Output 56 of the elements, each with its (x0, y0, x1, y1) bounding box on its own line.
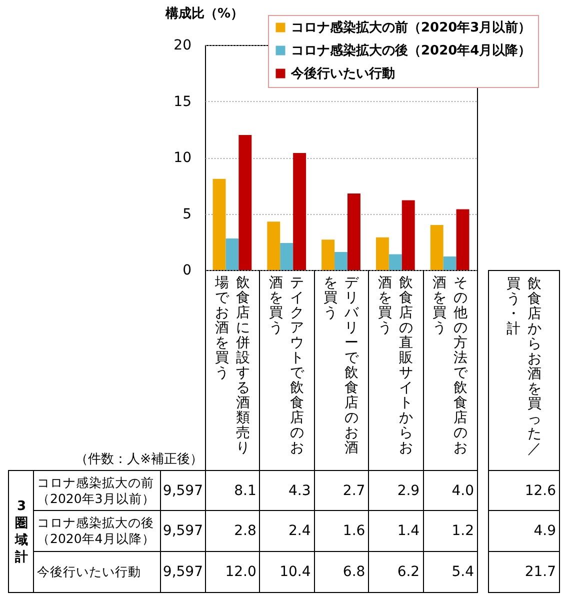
text: 9,597 (160, 470, 206, 511)
data-label: 2.7 (314, 470, 370, 511)
bar (334, 252, 348, 270)
data-label: 10.4 (259, 552, 315, 593)
bar (376, 237, 389, 270)
text: 飲食店からお酒を買った／買う・計 (506, 276, 542, 457)
text: コロナ感染拡大の前（2020年3月以前） (37, 474, 155, 506)
text: 21.7 (488, 552, 560, 593)
text: 12.6 (488, 470, 560, 511)
data-label: 5.4 (422, 552, 478, 593)
bar (238, 135, 252, 270)
legend-label: 今後行いたい行動 (290, 66, 395, 82)
category-label: テイクアウトで飲食店のお酒を買う (269, 275, 304, 456)
data-label: 1.2 (422, 511, 478, 552)
data-label: 1.4 (368, 511, 424, 552)
bar (456, 209, 470, 270)
data-label: 2.9 (368, 470, 424, 511)
category-label: その他の方法で飲食店のお酒を買う (432, 275, 468, 456)
bar (388, 254, 402, 270)
y-tick-label: 10 (174, 150, 192, 166)
data-label: 2.4 (259, 511, 315, 552)
bar (322, 240, 335, 270)
bar (402, 200, 415, 270)
data-label: 1.6 (314, 511, 370, 552)
category-label: 飲食店の直販サイトからお酒を買う (378, 275, 413, 456)
legend-label: コロナ感染拡大の後（2020年4月以降） (291, 42, 532, 58)
bar (347, 194, 360, 270)
data-label: 8.1 (205, 470, 260, 511)
data-label: 4.3 (259, 470, 315, 511)
bar (212, 178, 226, 270)
y-tick-label: 20 (174, 38, 192, 54)
y-tick-label: 5 (182, 206, 192, 222)
y-tick-label: 15 (174, 94, 192, 110)
bar (280, 243, 294, 270)
text: （件数：人※補正後） (74, 451, 203, 468)
bar (443, 256, 456, 270)
bar (226, 238, 239, 270)
category-label: デリバリーで飲食店のお酒を買う (323, 275, 358, 456)
bar (293, 153, 306, 270)
text: 今後行いたい行動 (37, 564, 141, 579)
data-label: 12.0 (205, 552, 260, 593)
bar (267, 222, 280, 270)
legend-label: コロナ感染拡大の前（2020年3月以前） (291, 20, 532, 36)
text: 9,597 (160, 511, 206, 552)
y-tick-label: 0 (182, 262, 192, 278)
data-label: 4.0 (422, 470, 478, 511)
data-label: 6.2 (368, 552, 424, 593)
text: コロナ感染拡大の後（2020年4月以降） (37, 515, 155, 546)
text: 9,597 (160, 552, 206, 593)
text: 4.9 (488, 511, 560, 552)
data-label: 2.8 (205, 511, 260, 552)
y-axis-title: 構成比（%） (164, 6, 244, 22)
text: 3圏域計 (15, 498, 28, 566)
data-label: 6.8 (314, 552, 370, 593)
category-label: 飲食店に併設する酒類売り場でお酒を買う (215, 275, 250, 456)
bar (430, 225, 444, 270)
